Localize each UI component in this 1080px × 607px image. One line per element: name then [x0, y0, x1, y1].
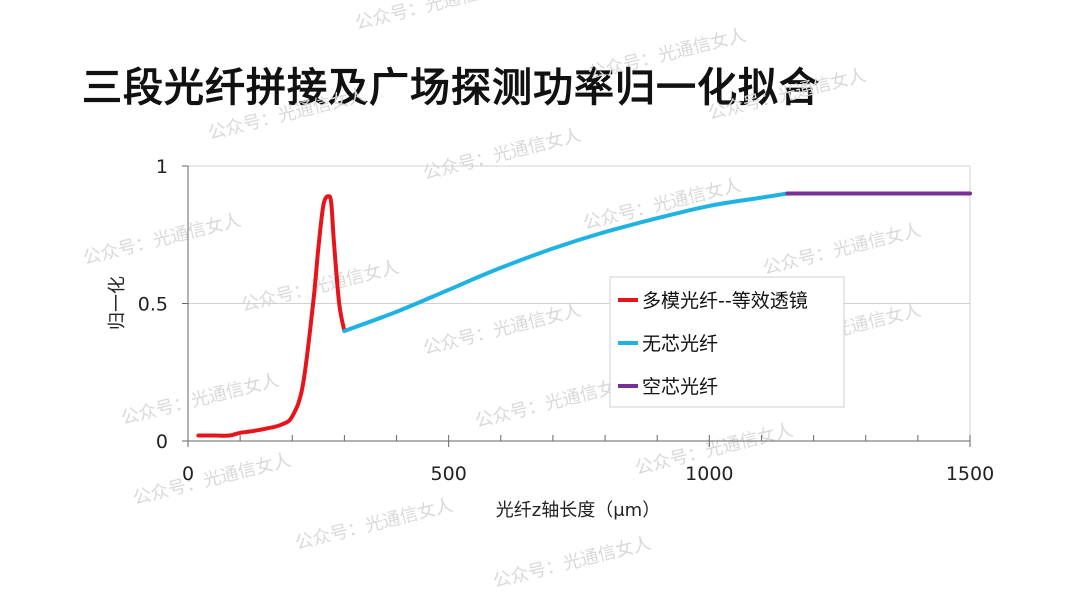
grid-lines: [188, 165, 971, 442]
y-axis-title: 归一化: [107, 276, 128, 330]
x-axis-title: 光纤z轴长度（μm）: [496, 500, 660, 521]
legend-label: 多模光纤--等效透镜: [642, 290, 808, 312]
legend-label: 空芯光纤: [642, 376, 718, 398]
y-tick-label: 0: [156, 431, 168, 453]
legend-label: 无芯光纤: [642, 333, 718, 355]
legend-box: [609, 276, 845, 408]
y-tick-label: 0.5: [138, 294, 168, 316]
axes: 0 0.5 1 0 500 1000 1500: [138, 156, 994, 485]
x-tick-label: 0: [182, 463, 194, 485]
series-line-1: [196, 194, 347, 438]
x-tick-label: 1500: [946, 463, 994, 485]
series-line-2: [342, 191, 790, 333]
series-lines: [196, 191, 972, 438]
slide-title: 三段光纤拼接及广场探测功率归一化拟合: [82, 65, 820, 111]
x-tick-label: 1000: [685, 463, 733, 485]
y-tick-label: 1: [156, 156, 168, 178]
x-tick-label: 500: [431, 463, 467, 485]
